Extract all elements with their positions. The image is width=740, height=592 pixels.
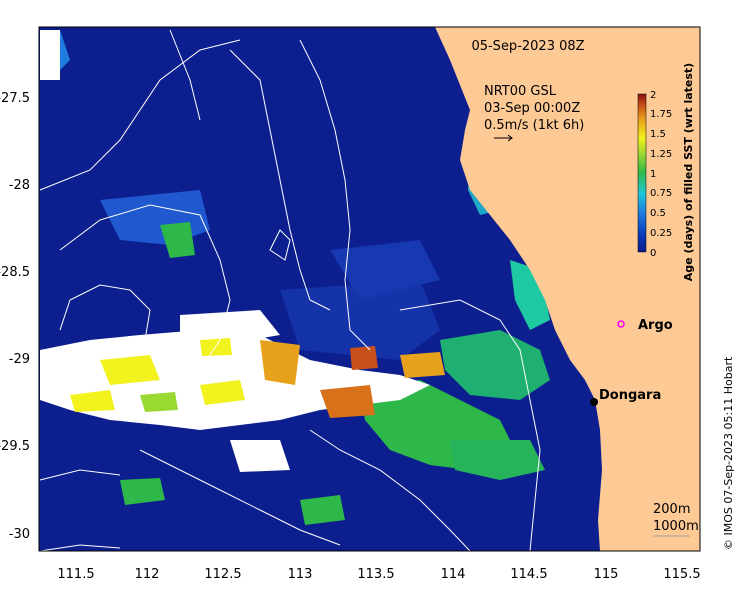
dongara-marker: Dongara bbox=[590, 388, 661, 406]
town-dot-icon bbox=[590, 398, 598, 406]
warm-feature bbox=[440, 330, 550, 400]
colorbar-gradient bbox=[637, 93, 647, 253]
old-sst-patch bbox=[140, 392, 178, 412]
timestamp: 05-Sep-2023 08Z bbox=[471, 39, 584, 54]
land-mass bbox=[435, 27, 700, 551]
x-tick-label: 113.5 bbox=[357, 567, 394, 582]
x-axis: 111.5 112 112.5 113 113.5 114 114.5 115 … bbox=[57, 567, 700, 582]
x-tick-label: 115 bbox=[594, 567, 619, 582]
colorbar-title: Age (days) of filled SST (wrt latest) bbox=[682, 63, 695, 281]
warm-feature bbox=[450, 440, 545, 480]
ocean-patch bbox=[280, 280, 440, 360]
old-sst-patch bbox=[400, 352, 445, 378]
credit-text: © IMOS 07-Sep-2023 05:11 Hobart bbox=[722, 356, 735, 550]
colorbar-tick: 1.75 bbox=[650, 109, 672, 120]
warm-feature bbox=[160, 222, 195, 258]
old-sst-patch bbox=[200, 380, 245, 405]
colorbar-tick: 0.5 bbox=[650, 208, 666, 219]
y-tick-label: -28.5 bbox=[0, 265, 30, 280]
warm-feature bbox=[300, 495, 345, 525]
current-scale: 0.5m/s (1kt 6h) bbox=[484, 118, 584, 133]
colorbar-tick: 1.5 bbox=[650, 129, 666, 140]
colorbar-tick: 0.25 bbox=[650, 228, 672, 239]
isobath-label-200m: 200m bbox=[653, 502, 690, 517]
y-tick-label: -28 bbox=[9, 178, 30, 193]
current-date: 03-Sep 00:00Z bbox=[484, 101, 580, 116]
ocean-patch bbox=[330, 240, 440, 300]
colorbar-tick: 1.25 bbox=[650, 149, 672, 160]
warm-feature bbox=[120, 478, 165, 505]
old-sst-patch bbox=[70, 390, 115, 412]
y-axis: -27.5 -28 -28.5 -29 -29.5 -30 bbox=[0, 91, 30, 542]
argo-float-icon bbox=[617, 320, 625, 328]
contour-lines bbox=[39, 29, 541, 551]
y-tick-label: -27.5 bbox=[0, 91, 30, 106]
old-sst-patch bbox=[320, 385, 375, 418]
x-tick-label: 113 bbox=[288, 567, 313, 582]
x-tick-label: 112 bbox=[135, 567, 160, 582]
old-sst-patch bbox=[100, 355, 160, 385]
old-sst-patch bbox=[260, 340, 300, 385]
x-tick-label: 115.5 bbox=[663, 567, 700, 582]
cloud-band bbox=[230, 440, 290, 472]
colorbar-tick: 0 bbox=[650, 248, 656, 259]
x-tick-label: 111.5 bbox=[57, 567, 94, 582]
plot-area bbox=[39, 27, 700, 551]
cloud-band bbox=[40, 30, 60, 80]
colorbar-tick: 2 bbox=[650, 90, 656, 101]
isobath-label-1000m: 1000m bbox=[653, 519, 699, 534]
scale-arrow bbox=[494, 134, 513, 142]
x-tick-label: 114 bbox=[441, 567, 466, 582]
x-tick-label: 114.5 bbox=[510, 567, 547, 582]
x-tick-label: 112.5 bbox=[204, 567, 241, 582]
old-sst-patch bbox=[200, 338, 232, 356]
y-tick-label: -29 bbox=[9, 352, 30, 367]
y-tick-label: -30 bbox=[9, 527, 30, 542]
colorbar-tick: 0.75 bbox=[650, 188, 672, 199]
colorbar: 0 0.25 0.5 0.75 1 1.25 1.5 1.75 2 Age (d… bbox=[637, 63, 695, 281]
y-tick-label: -29.5 bbox=[0, 439, 30, 454]
old-sst-patch bbox=[350, 346, 378, 370]
dongara-label: Dongara bbox=[599, 388, 661, 403]
cloud-band bbox=[180, 310, 280, 345]
argo-marker: Argo bbox=[617, 318, 673, 333]
current-source: NRT00 GSL bbox=[484, 84, 557, 99]
plot-frame bbox=[38, 26, 701, 552]
argo-label: Argo bbox=[638, 318, 673, 333]
colorbar-tick: 1 bbox=[650, 169, 656, 180]
